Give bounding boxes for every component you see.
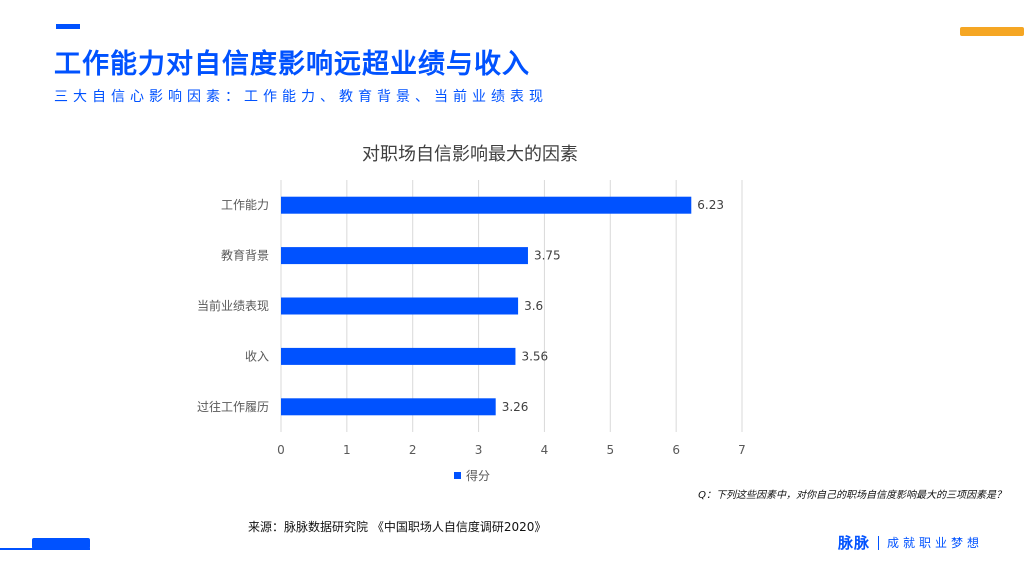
chart-legend: 得分 (454, 467, 490, 484)
category-label: 过往工作履历 (197, 399, 269, 414)
title-accent-bar (56, 24, 80, 29)
data-label: 3.75 (534, 249, 561, 263)
legend-swatch (454, 472, 461, 479)
data-label: 3.26 (502, 400, 529, 414)
brand-slogan: 成就职业梦想 (887, 536, 984, 550)
bar (281, 398, 496, 416)
chart-title: 对职场自信影响最大的因素 (362, 144, 578, 165)
data-source: 来源：脉脉数据研究院 《中国职场人自信度调研2020》 (248, 520, 547, 534)
category-label: 当前业绩表现 (197, 298, 269, 313)
x-tick-label: 3 (475, 443, 483, 457)
brand-logo: 脉脉 (838, 534, 871, 552)
bottom-accent-block (32, 538, 90, 549)
data-label: 3.6 (524, 299, 543, 313)
bottom-accent-line (0, 548, 90, 550)
page-subtitle: 三大自信心影响因素：工作能力、教育背景、当前业绩表现 (54, 89, 548, 105)
bar (281, 247, 528, 265)
category-label: 工作能力 (221, 198, 269, 212)
legend-label: 得分 (466, 469, 491, 483)
survey-question: Q：下列这些因素中，对你自己的职场自信度影响最大的三项因素是？ (698, 490, 1006, 501)
orange-accent-bar (960, 27, 1024, 36)
data-label: 6.23 (697, 198, 724, 212)
x-tick-label: 4 (541, 443, 549, 457)
data-label: 3.56 (521, 349, 548, 363)
bar (281, 347, 516, 365)
x-tick-label: 2 (409, 443, 417, 457)
brand-footer: 脉脉 成就职业梦想 (838, 532, 983, 553)
footer-divider (878, 535, 880, 550)
x-tick-label: 0 (277, 443, 285, 457)
page-title: 工作能力对自信度影响远超业绩与收入 (54, 49, 530, 80)
bar (281, 297, 519, 315)
category-label: 教育背景 (221, 248, 269, 263)
x-tick-label: 5 (606, 443, 614, 457)
x-tick-label: 6 (672, 443, 680, 457)
x-tick-label: 7 (738, 443, 746, 457)
x-tick-label: 1 (343, 443, 351, 457)
bar (281, 196, 692, 214)
category-label: 收入 (245, 349, 269, 363)
